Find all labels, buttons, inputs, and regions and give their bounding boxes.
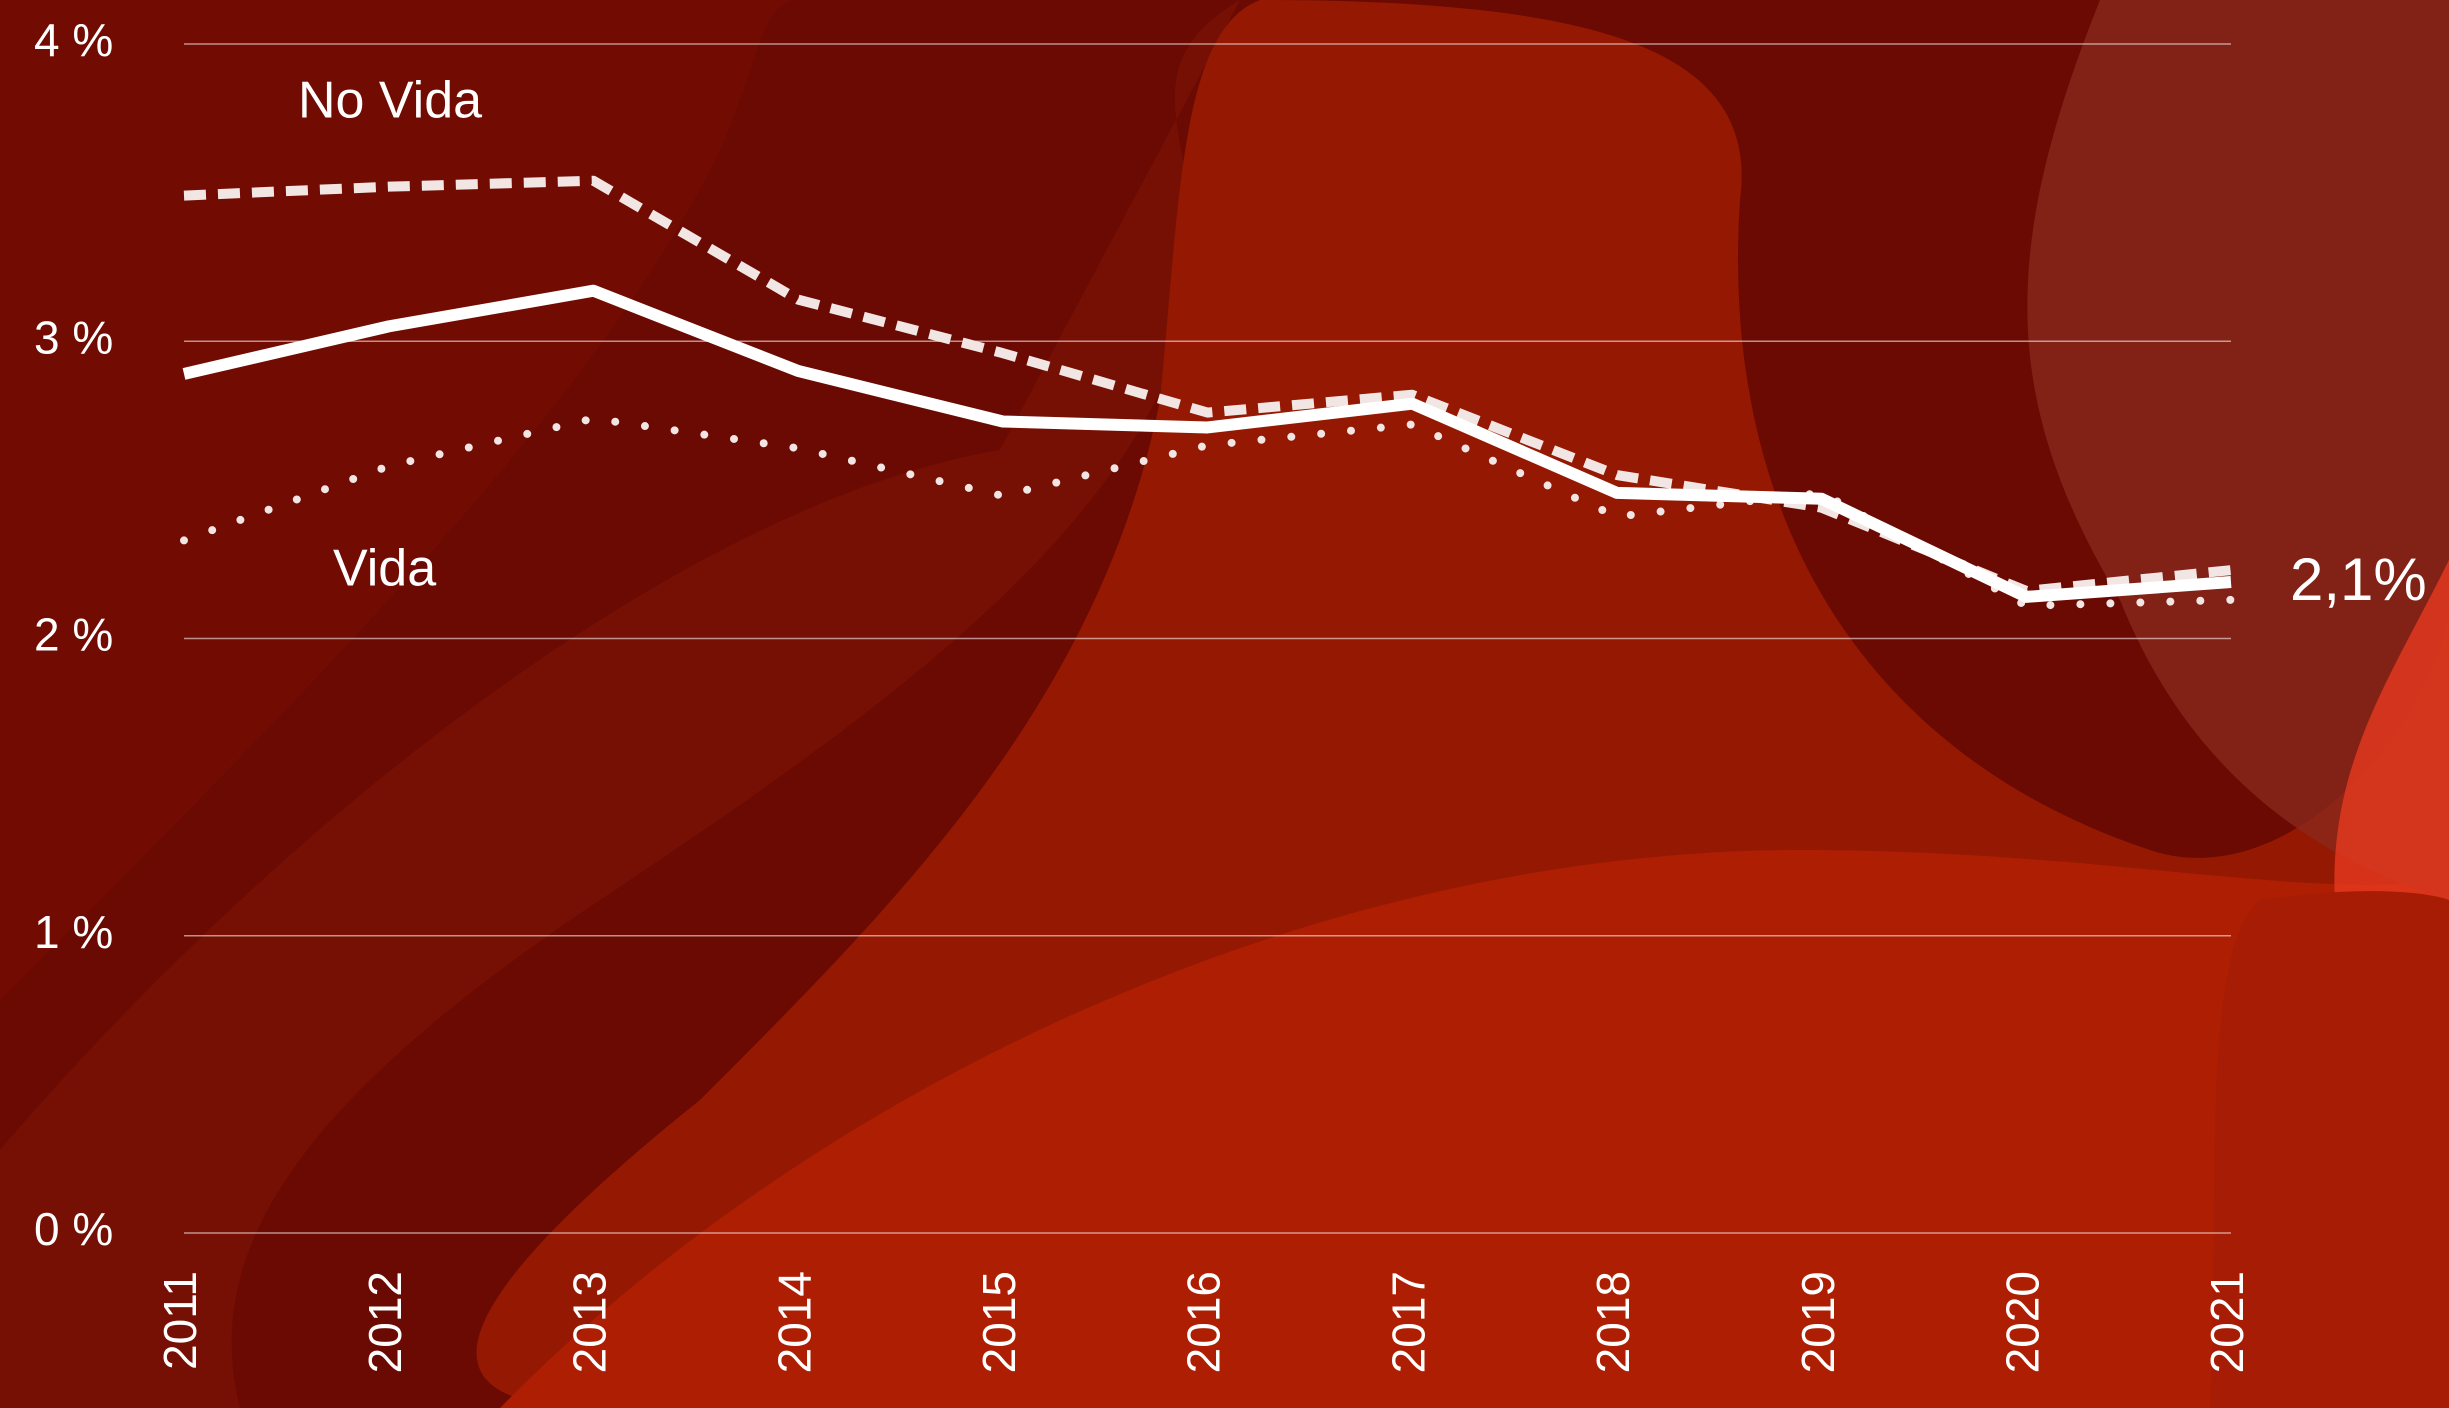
x-tick-label: 2014 [768,1271,820,1373]
x-tick-label: 2020 [1996,1271,2048,1373]
x-tick-label: 2015 [973,1271,1025,1373]
grid: 0 % 1 % 2 % 3 % 4 % 2011 2012 2013 2014 2015 2016 2… [34,14,2253,1373]
y-tick-label: 2 % [34,609,113,661]
x-tick-label: 2018 [1587,1271,1639,1373]
series-label: Vida [333,540,436,598]
plot-area [180,175,2235,610]
series-line [182,284,2232,603]
y-tick-label: 1 % [34,906,113,958]
x-tick-label: 2017 [1382,1271,1434,1373]
x-tick-label: 2016 [1178,1271,1230,1373]
x-tick-label: 2021 [2201,1271,2253,1373]
x-tick-label: 2013 [564,1271,616,1373]
x-tick-label: 2011 [154,1271,206,1370]
x-tick-label: 2019 [1792,1271,1844,1373]
y-tick-label: 0 % [34,1203,113,1255]
series-label: No Vida [298,72,482,130]
end-label: 2,1% [2290,546,2427,613]
y-tick-label: 3 % [34,311,113,363]
y-tick-label: 4 % [34,14,113,66]
x-tick-label: 2012 [359,1271,411,1373]
